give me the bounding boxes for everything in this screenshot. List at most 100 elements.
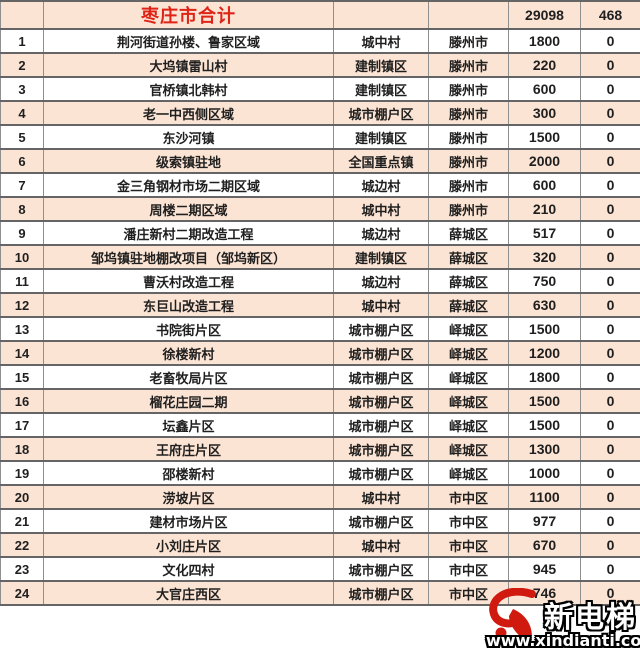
table-row: 10 邹坞镇驻地棚改项目（邹坞新区） 建制镇区 薛城区 320 0 [0,244,640,270]
table-row: 8 周楼二期区域 城中村 滕州市 210 0 [0,196,640,222]
row-number-cell: 16 [0,388,44,414]
row-number-cell: 10 [0,244,44,270]
value2-cell: 0 [580,556,640,582]
row-number-cell: 9 [0,220,44,246]
area-type-cell: 城市棚户区 [333,388,429,414]
district-cell: 滕州市 [428,76,509,102]
table-row: 5 东沙河镇 建制镇区 滕州市 1500 0 [0,124,640,150]
row-number-cell: 2 [0,52,44,78]
table-row: 6 级索镇驻地 全国重点镇 滕州市 2000 0 [0,148,640,174]
area-type-cell: 城市棚户区 [333,340,429,366]
row-number-cell: 3 [0,76,44,102]
value2-cell: 0 [580,460,640,486]
value1-cell: 300 [508,100,581,126]
value1-cell: 630 [508,292,581,318]
table-row: 19 邵楼新村 城市棚户区 峄城区 1000 0 [0,460,640,486]
project-name-cell: 级索镇驻地 [43,148,334,174]
project-name-cell: 潘庄新村二期改造工程 [43,220,334,246]
area-type-cell: 城市棚户区 [333,412,429,438]
area-type-cell: 城市棚户区 [333,100,429,126]
project-name-cell: 老一中西侧区域 [43,100,334,126]
row-number-cell: 7 [0,172,44,198]
value1-cell: 750 [508,268,581,294]
project-name-cell: 东沙河镇 [43,124,334,150]
project-name-cell: 曹沃村改造工程 [43,268,334,294]
table-body: 1 荆河街道孙楼、鲁家区域 城中村 滕州市 1800 0 2 大坞镇雷山村 建制… [0,28,640,606]
row-number-cell: 22 [0,532,44,558]
table-row: 22 小刘庄片区 城中村 市中区 670 0 [0,532,640,558]
project-name-cell: 荆河街道孙楼、鲁家区域 [43,28,334,54]
district-cell: 薛城区 [428,292,509,318]
area-type-cell: 城中村 [333,28,429,54]
project-name-cell: 大坞镇雷山村 [43,52,334,78]
value1-cell: 1800 [508,28,581,54]
project-name-cell: 邵楼新村 [43,460,334,486]
table-row: 17 坛鑫片区 城市棚户区 峄城区 1500 0 [0,412,640,438]
area-type-cell: 城市棚户区 [333,436,429,462]
area-type-cell: 城市棚户区 [333,460,429,486]
district-cell: 峄城区 [428,388,509,414]
value2-cell: 0 [580,388,640,414]
district-cell: 薛城区 [428,268,509,294]
value2-cell: 0 [580,340,640,366]
project-name-cell: 建材市场片区 [43,508,334,534]
district-cell: 峄城区 [428,460,509,486]
value1-cell: 945 [508,556,581,582]
project-name-cell: 周楼二期区域 [43,196,334,222]
project-name-cell: 大官庄西区 [43,580,334,606]
table-row: 15 老畜牧局片区 城市棚户区 峄城区 1800 0 [0,364,640,390]
value2-cell: 0 [580,484,640,510]
value1-cell: 220 [508,52,581,78]
total-value-1: 29098 [508,0,581,30]
area-type-cell: 城中村 [333,292,429,318]
area-type-cell: 城边村 [333,220,429,246]
watermark-brand-text: 新电梯 [544,600,638,634]
district-cell: 峄城区 [428,436,509,462]
summary-row: 枣庄市合计 29098 468 [0,0,640,30]
area-type-cell: 城中村 [333,532,429,558]
table-row: 7 金三角钢材市场二期区域 城边村 滕州市 600 0 [0,172,640,198]
value2-cell: 0 [580,220,640,246]
row-number-cell: 21 [0,508,44,534]
district-cell: 滕州市 [428,124,509,150]
value2-cell: 0 [580,580,640,606]
shantytown-renovation-table: 枣庄市合计 29098 468 1 荆河街道孙楼、鲁家区域 城中村 滕州市 18… [0,0,640,606]
value1-cell: 600 [508,172,581,198]
area-type-cell: 城边村 [333,268,429,294]
project-name-cell: 坛鑫片区 [43,412,334,438]
row-number-cell: 4 [0,100,44,126]
value2-cell: 0 [580,76,640,102]
area-type-cell: 城市棚户区 [333,508,429,534]
district-cell: 峄城区 [428,316,509,342]
district-cell: 滕州市 [428,172,509,198]
table-row: 14 徐楼新村 城市棚户区 峄城区 1200 0 [0,340,640,366]
summary-empty-num-cell [0,0,44,30]
watermark-url-text: www.xindianti.com [486,631,640,650]
project-name-cell: 邹坞镇驻地棚改项目（邹坞新区） [43,244,334,270]
xindianti-logo-icon [489,588,536,644]
value2-cell: 0 [580,292,640,318]
row-number-cell: 14 [0,340,44,366]
xindianti-watermark: 新电梯 www.xindianti.com [486,586,640,650]
area-type-cell: 建制镇区 [333,244,429,270]
table-row: 11 曹沃村改造工程 城边村 薛城区 750 0 [0,268,640,294]
district-cell: 滕州市 [428,100,509,126]
area-type-cell: 城市棚户区 [333,556,429,582]
district-cell: 峄城区 [428,340,509,366]
city-total-title: 枣庄市合计 [43,0,334,30]
value1-cell: 1800 [508,364,581,390]
project-name-cell: 文化四村 [43,556,334,582]
area-type-cell: 城市棚户区 [333,316,429,342]
value2-cell: 0 [580,28,640,54]
value2-cell: 0 [580,364,640,390]
value2-cell: 0 [580,268,640,294]
project-name-cell: 书院街片区 [43,316,334,342]
district-cell: 滕州市 [428,196,509,222]
value2-cell: 0 [580,508,640,534]
row-number-cell: 24 [0,580,44,606]
project-name-cell: 小刘庄片区 [43,532,334,558]
area-type-cell: 城市棚户区 [333,364,429,390]
table-row: 2 大坞镇雷山村 建制镇区 滕州市 220 0 [0,52,640,78]
value1-cell: 1100 [508,484,581,510]
value1-cell: 1200 [508,340,581,366]
